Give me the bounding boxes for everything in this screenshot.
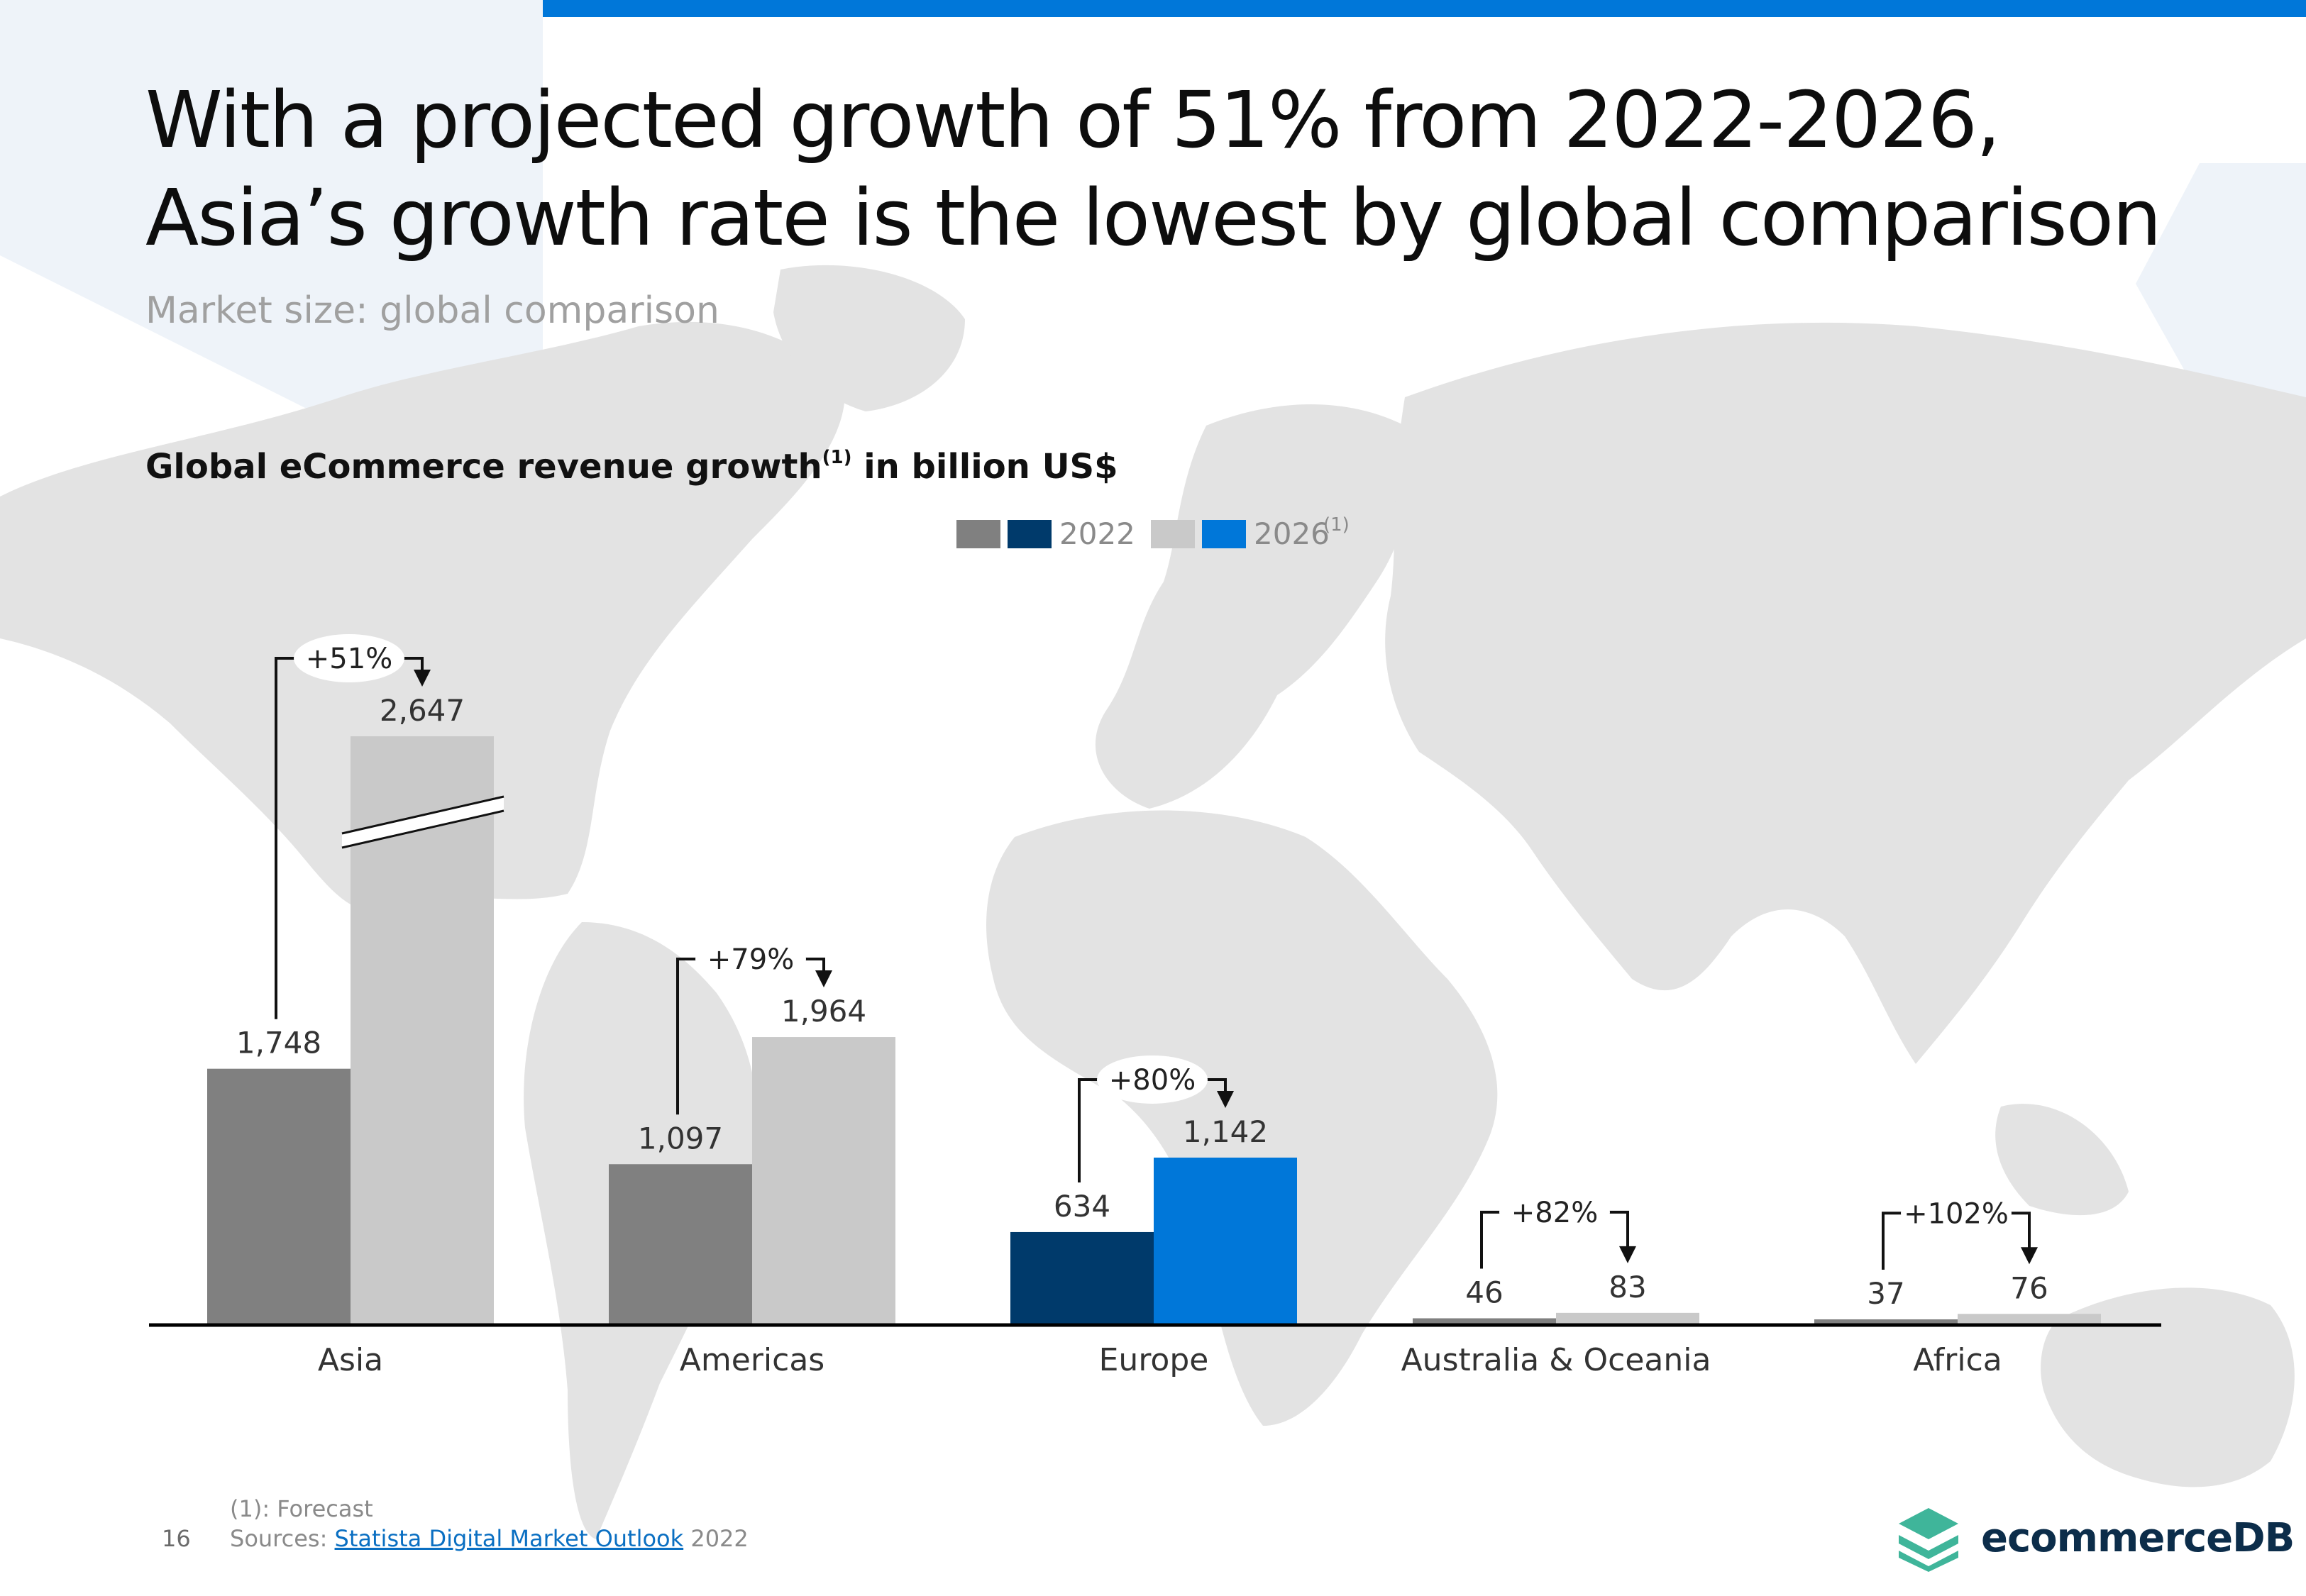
- brand-logo: ecommerceDB: [1894, 1504, 2295, 1572]
- bar-2026-americas: [752, 1037, 895, 1325]
- growth-label-asia: +51%: [306, 643, 392, 675]
- sources-link[interactable]: Statista Digital Market Outlook: [334, 1525, 684, 1552]
- chart-title-superscript: (1): [822, 447, 852, 468]
- bar-2022-australia-oceania: [1413, 1318, 1556, 1325]
- growth-bracket-right-europe: [1207, 1077, 1227, 1092]
- growth-bracket-left-australia-oceania: [1480, 1210, 1500, 1269]
- category-label-asia: Asia: [318, 1342, 383, 1378]
- legend-swatch-2026-blue: [1202, 520, 1246, 548]
- value-label-2022-australia-oceania: 46: [1465, 1275, 1503, 1309]
- growth-label-europe: +80%: [1109, 1064, 1196, 1097]
- bar-2026-australia-oceania: [1556, 1312, 1699, 1325]
- legend-label-2022: 2022: [1059, 516, 1135, 551]
- slide-title: With a projected growth of 51% from 2022…: [145, 71, 2203, 267]
- category-label-africa: Africa: [1913, 1342, 2002, 1378]
- value-label-2022-africa: 37: [1867, 1276, 1904, 1311]
- page-number: 16: [162, 1525, 191, 1552]
- category-label-australia-oceania: Australia & Oceania: [1401, 1342, 1711, 1378]
- growth-bracket-left-europe: [1078, 1077, 1098, 1182]
- bar-2026-africa: [1958, 1314, 2101, 1325]
- axis-break-line-upper: [341, 795, 504, 835]
- value-label-2026-europe: 1,142: [1183, 1114, 1268, 1149]
- slide-title-line-1: With a projected growth of 51% from 2022…: [145, 74, 2001, 165]
- bar-2022-americas: [609, 1164, 752, 1325]
- growth-label-australia-oceania: +82%: [1511, 1197, 1598, 1229]
- growth-label-bubble-asia: [294, 634, 404, 682]
- growth-label-americas: +79%: [707, 943, 794, 976]
- background-hexagon-shape: [2136, 163, 2306, 426]
- sources-suffix: 2022: [683, 1525, 749, 1552]
- category-label-americas: Americas: [680, 1342, 824, 1378]
- value-label-2026-africa: 76: [2010, 1270, 2048, 1305]
- chart-title-text: Global eCommerce revenue growth: [145, 447, 822, 487]
- legend-swatch-2022-blue: [1008, 520, 1052, 548]
- value-label-2026-asia: 2,647: [380, 693, 465, 728]
- value-label-2026-americas: 1,964: [781, 994, 866, 1029]
- growth-bracket-left-asia: [275, 657, 294, 1019]
- growth-bracket-right-africa: [2011, 1212, 2031, 1249]
- value-label-2022-americas: 1,097: [638, 1121, 723, 1156]
- footnote: (1): Forecast: [230, 1495, 373, 1522]
- value-label-2026-australia-oceania: 83: [1609, 1270, 1646, 1304]
- background-corner-shape: [0, 0, 543, 440]
- growth-bracket-right-australia-oceania: [1609, 1210, 1629, 1248]
- growth-arrow-head-africa: [2021, 1247, 2038, 1265]
- legend-label-2026: 2026: [1254, 516, 1330, 551]
- world-map-silhouette: [0, 265, 2306, 1539]
- brand-name: ecommerceDB: [1981, 1514, 2295, 1561]
- growth-label-africa: +102%: [1904, 1197, 2009, 1230]
- growth-bracket-left-africa: [1882, 1212, 1902, 1270]
- bar-2022-africa: [1814, 1319, 1958, 1325]
- growth-arrow-head-australia-oceania: [1619, 1246, 1636, 1263]
- growth-arrow-head-americas: [815, 970, 832, 988]
- bar-2026-europe: [1154, 1157, 1297, 1325]
- chart-title-suffix: in billion US$: [851, 447, 1118, 487]
- growth-bracket-left-americas: [676, 958, 696, 1115]
- legend-swatch-2022-grey: [956, 520, 1000, 548]
- bar-2022-asia: [207, 1068, 351, 1325]
- value-label-2022-europe: 634: [1054, 1189, 1110, 1224]
- chart-title: Global eCommerce revenue growth(1) in bi…: [145, 447, 1118, 487]
- bar-2022-europe: [1010, 1231, 1154, 1325]
- legend-swatch-2026-grey: [1151, 520, 1195, 548]
- growth-label-bubble-americas: [695, 935, 806, 984]
- growth-label-bubble-africa: [1901, 1189, 2012, 1238]
- growth-arrow-head-europe: [1217, 1090, 1234, 1108]
- sources-prefix: Sources:: [230, 1525, 335, 1552]
- slide-title-line-2: Asia’s growth rate is the lowest by glob…: [145, 172, 2162, 263]
- growth-label-bubble-europe: [1097, 1055, 1208, 1104]
- stacked-layers-icon: [1899, 1508, 1958, 1572]
- slide-subtitle: Market size: global comparison: [145, 289, 719, 332]
- axis-break-line-lower: [341, 809, 504, 849]
- growth-bracket-right-asia: [404, 657, 424, 671]
- legend-superscript-2026: (1): [1323, 514, 1350, 536]
- growth-bracket-right-americas: [805, 958, 825, 972]
- growth-label-bubble-australia-oceania: [1499, 1187, 1610, 1236]
- value-label-2022-asia: 1,748: [236, 1026, 321, 1060]
- category-label-europe: Europe: [1099, 1342, 1209, 1378]
- growth-arrow-head-asia: [414, 670, 431, 687]
- sources-line: Sources: Statista Digital Market Outlook…: [230, 1525, 749, 1552]
- axis-break-gap: [342, 797, 504, 848]
